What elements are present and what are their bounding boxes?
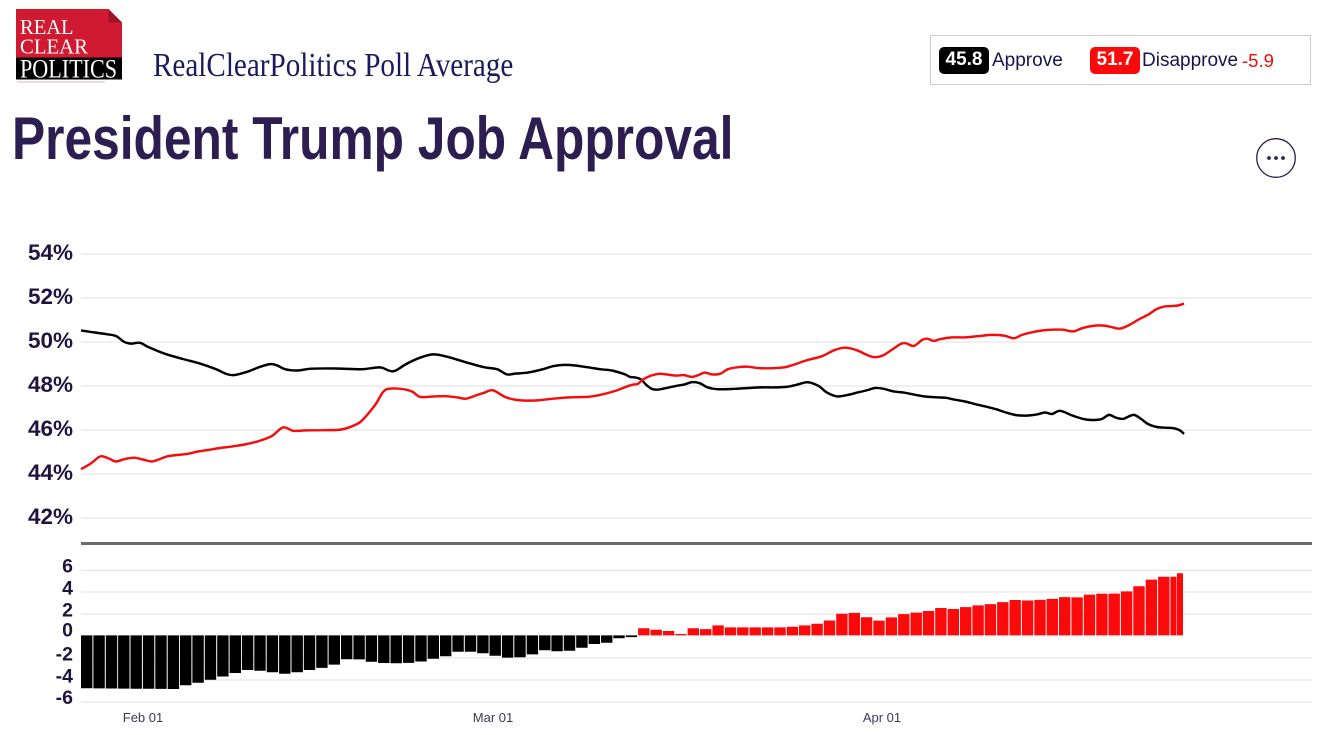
svg-text:44%: 44%	[28, 460, 73, 485]
svg-text:4: 4	[62, 578, 73, 600]
svg-text:46%: 46%	[28, 416, 73, 441]
svg-text:2: 2	[62, 600, 73, 622]
svg-text:Apr 01: Apr 01	[863, 710, 901, 725]
svg-text:CLEAR: CLEAR	[20, 35, 89, 59]
svg-text:50%: 50%	[28, 328, 73, 353]
svg-text:-6: -6	[56, 687, 73, 709]
svg-text:48%: 48%	[28, 372, 73, 397]
svg-text:-2: -2	[56, 644, 73, 666]
svg-text:0: 0	[62, 620, 73, 642]
svg-text:Mar 01: Mar 01	[473, 710, 513, 725]
svg-text:Feb 01: Feb 01	[123, 710, 163, 725]
svg-text:6: 6	[62, 556, 73, 578]
svg-text:42%: 42%	[28, 504, 73, 529]
svg-text:POLITICS: POLITICS	[20, 55, 117, 84]
svg-text:REAL: REAL	[20, 15, 74, 39]
svg-text:54%: 54%	[28, 240, 73, 265]
svg-text:52%: 52%	[28, 284, 73, 309]
svg-text:-4: -4	[56, 666, 73, 688]
